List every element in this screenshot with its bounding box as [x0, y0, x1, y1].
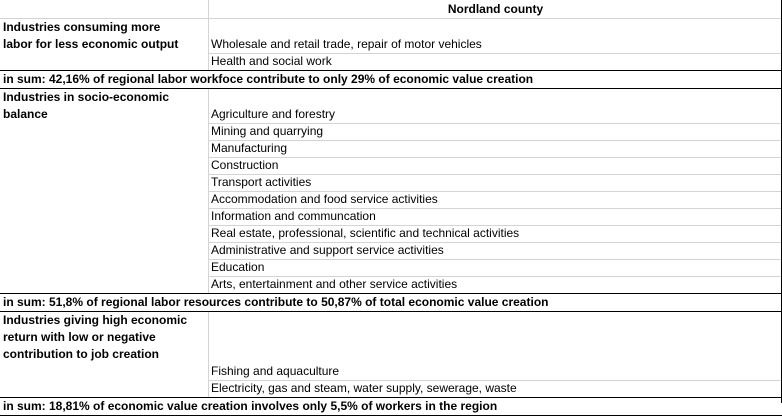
section-summary[interactable]: in sum: 51,8% of regional labor resource…: [3, 295, 549, 309]
row-gridline: [208, 259, 782, 260]
industry-cell[interactable]: Electricity, gas and steam, water supply…: [211, 381, 517, 395]
industry-cell[interactable]: Agriculture and forestry: [211, 107, 336, 121]
row-gridline: [208, 208, 782, 209]
column-gridline: [208, 312, 209, 398]
section-label-line[interactable]: contribution to job creation: [3, 347, 159, 361]
row-gridline: [208, 380, 782, 381]
industry-cell[interactable]: Accommodation and food service activitie…: [211, 192, 438, 206]
industry-cell[interactable]: Construction: [211, 158, 279, 172]
summary-top-border: [0, 293, 782, 294]
section-label-line[interactable]: return with low or negative: [3, 330, 156, 344]
row-gridline: [208, 174, 782, 175]
industry-cell[interactable]: Fishing and aquaculture: [211, 364, 340, 378]
section-label-line[interactable]: labor for less economic output: [3, 37, 179, 51]
industry-cell[interactable]: Transport activities: [211, 175, 312, 189]
county-header[interactable]: Nordland county: [447, 2, 544, 16]
row-gridline: [208, 140, 782, 141]
section-summary[interactable]: in sum: 42,16% of regional labor workfoc…: [3, 72, 534, 86]
industry-cell[interactable]: Real estate, professional, scientific an…: [211, 226, 520, 240]
summary-top-border: [0, 70, 782, 71]
industry-cell[interactable]: Administrative and support service activ…: [211, 243, 444, 257]
row-gridline: [208, 191, 782, 192]
section-summary[interactable]: in sum: 18,81% of economic value creatio…: [3, 399, 498, 413]
row-gridline: [208, 225, 782, 226]
header-gridline: [0, 18, 782, 19]
row-gridline: [208, 242, 782, 243]
row-gridline: [208, 157, 782, 158]
industry-cell[interactable]: Mining and quarrying: [211, 124, 324, 138]
industry-cell[interactable]: Education: [211, 260, 265, 274]
row-gridline: [208, 53, 782, 54]
industry-cell[interactable]: Manufacturing: [211, 141, 288, 155]
row-gridline: [208, 123, 782, 124]
industry-cell[interactable]: Information and communcation: [211, 209, 376, 223]
row-gridline: [208, 276, 782, 277]
summary-bottom-border: [0, 311, 782, 312]
column-gridline: [208, 19, 209, 71]
section-label-line[interactable]: Industries consuming more: [3, 20, 161, 34]
section-label-line[interactable]: balance: [3, 107, 48, 121]
summary-top-border: [0, 397, 782, 398]
summary-bottom-border: [0, 88, 782, 89]
header-column-gridline: [208, 0, 209, 18]
industry-cell[interactable]: Arts, entertainment and other service ac…: [211, 277, 458, 291]
section-label-line[interactable]: Industries in socio-economic: [3, 90, 170, 104]
industry-cell[interactable]: Wholesale and retail trade, repair of mo…: [211, 37, 482, 51]
industry-cell[interactable]: Health and social work: [211, 54, 332, 68]
section-label-line[interactable]: Industries giving high economic: [3, 313, 188, 327]
column-gridline: [208, 89, 209, 294]
